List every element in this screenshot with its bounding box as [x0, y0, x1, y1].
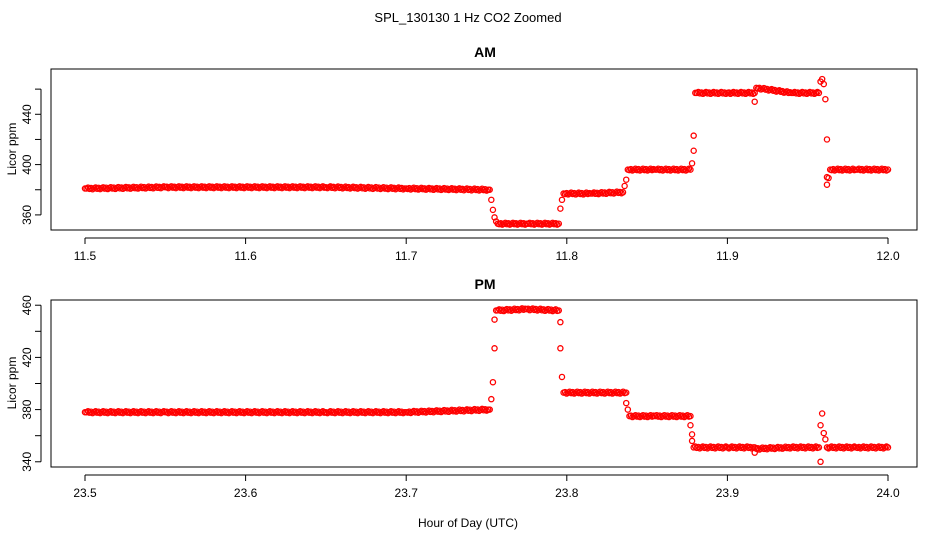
pm-data-point: [687, 412, 694, 420]
am-data-point: [552, 220, 559, 227]
panel-pm-x-ticks: 23.5 23.6 23.7 23.8 23.9 24.0: [73, 474, 900, 500]
pm-data-point: [688, 431, 696, 438]
am-data-point: [815, 89, 823, 97]
pm-data-point: [817, 421, 824, 429]
pm-data-point: [622, 389, 630, 396]
pm-data-point: [491, 316, 498, 323]
am-data-point: [881, 165, 889, 173]
panel-pm-plot-box: [50, 299, 918, 468]
pm-data-point: [622, 399, 630, 407]
am-data-point: [486, 186, 493, 193]
am-data-point: [558, 196, 566, 204]
am-x-tick-label: 12.0: [876, 249, 900, 263]
pm-data-point: [688, 437, 696, 445]
am-data-point: [616, 188, 624, 196]
pm-data-point: [555, 307, 563, 314]
pm-y-tick-label: 340: [20, 451, 34, 471]
panel-am-x-ticks: 11.5 11.6 11.7 11.8 11.9 12.0: [74, 237, 900, 263]
am-data-point: [688, 160, 696, 167]
pm-data-point: [820, 429, 828, 437]
figure-title: SPL_130130 1 Hz CO2 Zoomed: [374, 10, 561, 25]
am-data-point: [622, 176, 630, 183]
am-data-point: [488, 196, 495, 204]
am-x-tick-label: 11.6: [234, 249, 257, 263]
pm-data-point: [619, 388, 627, 395]
panel-pm-points: [81, 305, 892, 466]
panel-am-title: AM: [474, 44, 496, 60]
am-y-tick-label: 440: [20, 104, 34, 124]
pm-data-point: [884, 444, 892, 451]
pm-data-point: [557, 318, 564, 326]
pm-data-point: [488, 395, 495, 403]
panel-am-y-label: Licor ppm: [5, 123, 19, 176]
am-x-tick-label: 11.7: [395, 249, 418, 263]
pm-data-point: [552, 306, 559, 313]
am-data-point: [825, 174, 832, 182]
pm-data-point: [687, 421, 694, 429]
panel-am: AM 11.5 11.6 11.7 11.8 11.9 12.0 360 400 440 Li…: [5, 44, 918, 263]
am-data-point: [690, 132, 697, 139]
pm-y-tick-label: 460: [20, 295, 34, 315]
pm-data-point: [818, 410, 826, 417]
panel-pm-y-label: Licor ppm: [5, 357, 19, 410]
pm-data-point: [557, 345, 564, 352]
pm-data-point: [491, 345, 498, 352]
panel-pm-title: PM: [475, 276, 496, 292]
pm-x-tick-label: 23.9: [716, 486, 740, 500]
am-data-point: [619, 189, 627, 196]
am-x-tick-label: 11.8: [556, 249, 579, 263]
x-axis-label: Hour of Day (UTC): [418, 516, 518, 530]
pm-data-point: [684, 411, 691, 419]
am-data-point: [687, 166, 694, 173]
am-data-point: [751, 98, 758, 105]
am-data-point: [823, 181, 831, 188]
pm-data-point: [822, 436, 829, 443]
panel-pm-y-ticks: 340 380 420 460: [20, 295, 42, 472]
panel-am-points: [81, 75, 892, 228]
am-data-point: [820, 80, 828, 88]
pm-y-tick-label: 380: [20, 399, 34, 419]
panel-pm: PM 23.5 23.6 23.7 23.8 23.9 24.0 340 380 420 460…: [5, 276, 918, 500]
am-data-point: [555, 220, 563, 227]
pm-data-point: [624, 406, 632, 413]
panel-am-plot-box: [50, 68, 918, 231]
am-data-point: [822, 95, 829, 103]
am-data-point: [489, 206, 497, 214]
pm-x-tick-label: 23.6: [234, 486, 258, 500]
panel-am-y-ticks: 360 400 440: [20, 88, 42, 225]
pm-data-point: [815, 444, 823, 451]
am-y-tick-label: 400: [20, 154, 34, 174]
am-data-point: [621, 182, 628, 190]
am-x-tick-label: 11.5: [74, 249, 97, 263]
pm-y-tick-label: 420: [20, 347, 34, 367]
am-data-point: [823, 136, 831, 143]
pm-x-tick-label: 24.0: [876, 486, 900, 500]
am-data-point: [690, 147, 697, 155]
pm-x-tick-label: 23.5: [73, 486, 97, 500]
am-x-tick-label: 11.9: [716, 249, 739, 263]
pm-x-tick-label: 23.8: [555, 486, 579, 500]
pm-data-point: [486, 406, 493, 413]
am-data-point: [557, 205, 564, 212]
am-y-tick-label: 360: [20, 205, 34, 225]
pm-data-point: [489, 378, 497, 386]
pm-data-point: [817, 458, 824, 466]
pm-x-tick-label: 23.7: [395, 486, 419, 500]
pm-data-point: [558, 373, 566, 381]
pm-data-point: [812, 443, 820, 450]
am-data-point: [884, 166, 892, 173]
am-data-point: [748, 89, 755, 96]
